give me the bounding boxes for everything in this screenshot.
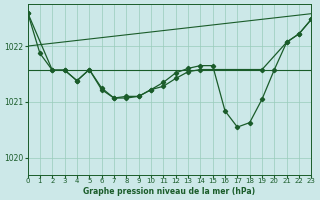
X-axis label: Graphe pression niveau de la mer (hPa): Graphe pression niveau de la mer (hPa) (84, 187, 256, 196)
